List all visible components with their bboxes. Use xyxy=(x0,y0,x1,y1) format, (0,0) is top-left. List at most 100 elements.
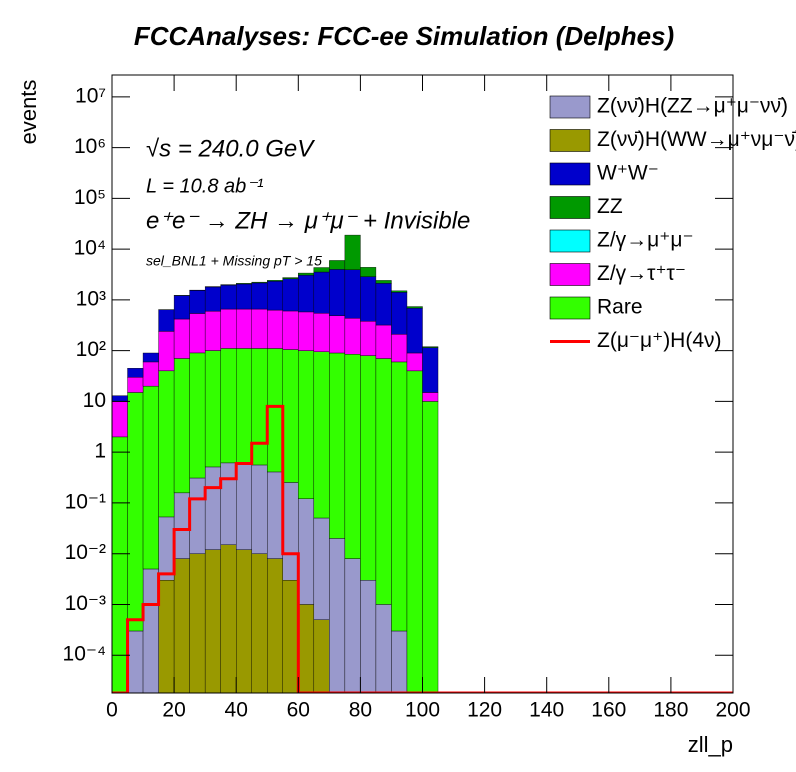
histogram-bar xyxy=(344,354,361,559)
histogram-bar xyxy=(298,311,315,351)
histogram-bar xyxy=(267,558,283,693)
histogram-bar xyxy=(235,283,252,285)
histogram-bar xyxy=(173,492,190,559)
x-tick-label: 100 xyxy=(405,699,440,722)
histogram-bar xyxy=(220,544,237,693)
histogram-bar xyxy=(158,516,175,581)
histogram-bar xyxy=(158,331,175,372)
plot xyxy=(112,234,733,693)
histogram-bar xyxy=(235,308,252,349)
histogram-bar xyxy=(189,477,206,554)
histogram-bar xyxy=(267,281,283,311)
histogram-bar xyxy=(112,401,128,438)
histogram-bar xyxy=(204,466,221,550)
annotation: e⁺e⁻ → ZH → μ⁺μ⁻ + Invisible xyxy=(146,207,470,234)
histogram-bar xyxy=(360,321,377,356)
histogram-bar xyxy=(235,549,252,693)
legend-swatch xyxy=(549,229,591,253)
x-tick-label: 20 xyxy=(162,699,185,722)
histogram-bar xyxy=(298,498,315,605)
histogram-bar xyxy=(282,580,299,693)
histogram-bar xyxy=(344,318,361,355)
y-tick-label: 10⁻³ xyxy=(65,592,106,615)
histogram-bar xyxy=(220,462,237,545)
annotation: L = 10.8 ab⁻¹ xyxy=(146,175,264,197)
histogram-bar xyxy=(282,278,299,312)
y-axis-label: events xyxy=(16,80,41,145)
histogram-bar xyxy=(204,549,221,693)
histogram-bar xyxy=(375,604,392,693)
histogram-bar xyxy=(375,358,392,605)
y-tick-label: 10⁴ xyxy=(74,237,106,260)
histogram-bar xyxy=(235,462,252,550)
histogram-bar xyxy=(173,358,190,494)
histogram-bar xyxy=(142,568,159,693)
histogram-bar xyxy=(313,619,330,693)
histogram-bar xyxy=(282,482,299,581)
histogram-bar xyxy=(422,347,439,393)
histogram-bar xyxy=(329,538,346,693)
histogram-bar xyxy=(313,271,330,314)
histogram-bar xyxy=(112,436,128,693)
histogram-bar xyxy=(142,352,159,363)
histogram-bar xyxy=(251,464,268,554)
histogram-bar xyxy=(360,267,377,277)
histogram-bar xyxy=(313,517,330,620)
histogram-bar xyxy=(267,309,283,349)
histogram-bar xyxy=(375,280,392,284)
histogram-bar xyxy=(204,310,221,351)
histogram-bar xyxy=(267,348,283,473)
histogram-bar xyxy=(344,234,361,270)
legend-label: Z(μ⁻μ⁺)H(4ν) xyxy=(597,329,722,352)
annotation: sel_BNL1 + Missing pT > 15 xyxy=(146,253,322,269)
histogram-bar xyxy=(220,284,237,310)
histogram-bar xyxy=(422,346,439,348)
x-tick-label: 80 xyxy=(349,699,372,722)
histogram-bar xyxy=(112,395,128,402)
x-tick-label: 60 xyxy=(287,699,310,722)
histogram-bar xyxy=(142,361,159,387)
histogram-bar xyxy=(391,290,408,293)
x-tick-label: 40 xyxy=(225,699,248,722)
histogram-bar xyxy=(375,324,392,359)
legend-swatch xyxy=(549,296,591,320)
histogram-bar xyxy=(127,368,144,378)
histogram-bar xyxy=(344,558,361,693)
legend-label: W⁺W⁻ xyxy=(597,162,659,185)
histogram-bar xyxy=(406,306,423,309)
y-tick-label: 10 xyxy=(83,389,106,412)
histogram-bar xyxy=(204,286,221,312)
histogram-bar xyxy=(298,274,315,313)
histogram-bar xyxy=(391,630,408,693)
histogram-bar xyxy=(267,280,283,282)
histogram-bar xyxy=(158,309,175,332)
y-tick-label: 10⁻⁴ xyxy=(63,643,106,666)
histogram-bar xyxy=(189,313,206,354)
x-tick-label: 200 xyxy=(715,699,750,722)
histogram-bar xyxy=(189,553,206,693)
y-tick-label: 10² xyxy=(76,338,106,361)
histogram-bar xyxy=(298,604,315,693)
histogram-bar xyxy=(220,308,237,349)
histogram-bar xyxy=(298,272,315,276)
histogram-bar xyxy=(360,580,377,693)
histogram-bar xyxy=(329,352,346,539)
histogram-bar xyxy=(282,349,299,483)
histogram-bar xyxy=(360,276,377,322)
histogram-bar xyxy=(282,277,299,280)
histogram-bar xyxy=(313,351,330,519)
histogram-bar xyxy=(391,292,408,335)
histogram-bar xyxy=(406,307,423,354)
y-tick-label: 10⁷ xyxy=(75,84,106,107)
histogram-bar xyxy=(158,370,175,518)
legend-label: Z/γ→μ⁺μ⁻ xyxy=(597,229,694,252)
histogram-bar xyxy=(329,260,346,270)
x-tick-label: 140 xyxy=(529,699,564,722)
histogram-bar xyxy=(251,282,268,310)
legend-label: ZZ xyxy=(597,195,623,218)
x-axis-label: zll_p xyxy=(688,732,733,757)
y-tick-label: 10⁵ xyxy=(74,186,106,209)
legend-label: Z(νν̄)H(ZZ→μ⁺μ⁻νν̄) xyxy=(597,95,788,118)
histogram-bar xyxy=(329,269,346,316)
y-tick-label: 10⁶ xyxy=(74,135,106,158)
